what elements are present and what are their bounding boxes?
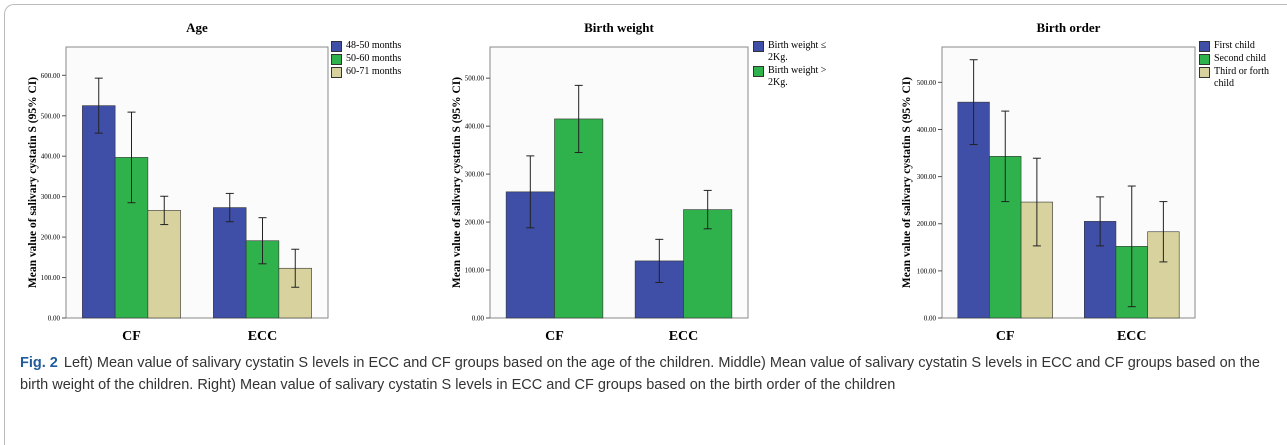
y-tick-label: 400.00 xyxy=(917,126,937,134)
y-tick-label: 300.00 xyxy=(41,193,61,201)
error-bar xyxy=(1159,201,1168,263)
legend-label: Second child xyxy=(1214,53,1266,64)
y-tick-label: 100.00 xyxy=(917,267,937,275)
legend-swatch xyxy=(1199,67,1210,78)
error-bar xyxy=(703,189,712,230)
legend-item: Third or forth child xyxy=(1199,66,1280,90)
legend-label: 50-60 months xyxy=(346,53,402,64)
caption-label: Fig. 2 xyxy=(20,355,58,371)
y-tick-label: 300.00 xyxy=(465,171,485,179)
bar xyxy=(82,105,116,319)
y-tick-label: 0.00 xyxy=(48,315,61,323)
legend-label: 60-71 months xyxy=(346,66,402,77)
y-tick-label: 500.00 xyxy=(41,112,61,120)
y-tick-label: 300.00 xyxy=(917,173,937,181)
y-axis-label: Mean value of salivary cystatin S (95% C… xyxy=(901,77,913,288)
error-bar xyxy=(655,238,664,284)
legend-item: 50-60 months xyxy=(331,53,417,65)
x-tick-label: ECC xyxy=(1117,329,1147,344)
chart-title: Birth order xyxy=(1037,20,1101,35)
y-tick-label: 500.00 xyxy=(465,75,485,83)
figure-frame xyxy=(4,4,1287,445)
x-tick-label: CF xyxy=(996,329,1015,344)
y-axis-label: Mean value of salivary cystatin S (95% C… xyxy=(27,77,39,288)
error-bar xyxy=(225,192,234,223)
charts: Age Mean value of salivary cystatin S (95… xyxy=(27,20,1196,344)
y-tick-label: 400.00 xyxy=(465,123,485,131)
caption: Fig. 2 Left) Mean value of salivary cysta… xyxy=(20,352,1270,396)
y-axis-label: Mean value of salivary cystatin S (95% C… xyxy=(451,77,463,288)
error-bar xyxy=(258,217,267,265)
legend-swatch xyxy=(1199,54,1210,65)
y-tick-label: 600.00 xyxy=(41,72,61,80)
x-tick-label: ECC xyxy=(248,329,278,344)
legend-item: 60-71 months xyxy=(331,66,417,78)
error-bar xyxy=(574,84,583,154)
y-tick-label: 500.00 xyxy=(917,79,937,87)
legend-item: Second child xyxy=(1199,53,1280,65)
error-bar xyxy=(526,155,535,229)
y-tick-label: 200.00 xyxy=(465,219,485,227)
legend-label: Third or forth child xyxy=(1214,66,1269,89)
legend-item: Birth weight > 2Kg. xyxy=(753,65,839,89)
legend-label: 48-50 months xyxy=(346,40,402,51)
bar xyxy=(147,210,181,319)
legend: 48-50 months 50-60 months 60-71 months xyxy=(331,40,417,79)
error-bar xyxy=(1096,196,1105,247)
legend-swatch xyxy=(331,41,342,52)
legend-swatch xyxy=(753,66,764,77)
chart-title: Birth weight xyxy=(584,20,654,35)
error-bar xyxy=(1127,185,1136,308)
x-tick-label: CF xyxy=(122,329,141,344)
y-tick-label: 200.00 xyxy=(917,220,937,228)
y-tick-label: 100.00 xyxy=(41,274,61,282)
error-bar xyxy=(160,195,169,226)
x-tick-label: ECC xyxy=(669,329,699,344)
y-tick-label: 100.00 xyxy=(465,267,485,275)
legend: Birth weight ≤ 2Kg. Birth weight > 2Kg. xyxy=(753,40,839,90)
y-tick-label: 400.00 xyxy=(41,153,61,161)
legend-swatch xyxy=(753,41,764,52)
legend-item: 48-50 months xyxy=(331,40,417,52)
caption-text: Left) Mean value of salivary cystatin S … xyxy=(20,355,1260,393)
legend-label: Birth weight ≤ 2Kg. xyxy=(768,40,827,63)
legend: First child Second child Third or forth ch… xyxy=(1199,40,1280,91)
error-bar xyxy=(127,111,136,204)
legend-label: First child xyxy=(1214,40,1255,51)
error-bar xyxy=(94,77,103,134)
legend-item: Birth weight ≤ 2Kg. xyxy=(753,40,839,64)
x-tick-label: CF xyxy=(545,329,564,344)
y-tick-label: 0.00 xyxy=(924,315,937,323)
legend-item: First child xyxy=(1199,40,1280,52)
y-tick-label: 200.00 xyxy=(41,234,61,242)
y-tick-label: 0.00 xyxy=(472,315,485,323)
error-bar xyxy=(1001,110,1010,203)
legend-swatch xyxy=(331,54,342,65)
chart-title: Age xyxy=(186,20,208,35)
error-bar xyxy=(291,248,300,288)
legend-swatch xyxy=(331,67,342,78)
error-bar xyxy=(1032,157,1041,247)
legend-label: Birth weight > 2Kg. xyxy=(768,65,827,88)
bar xyxy=(213,207,247,319)
error-bar xyxy=(969,59,978,146)
legend-swatch xyxy=(1199,41,1210,52)
